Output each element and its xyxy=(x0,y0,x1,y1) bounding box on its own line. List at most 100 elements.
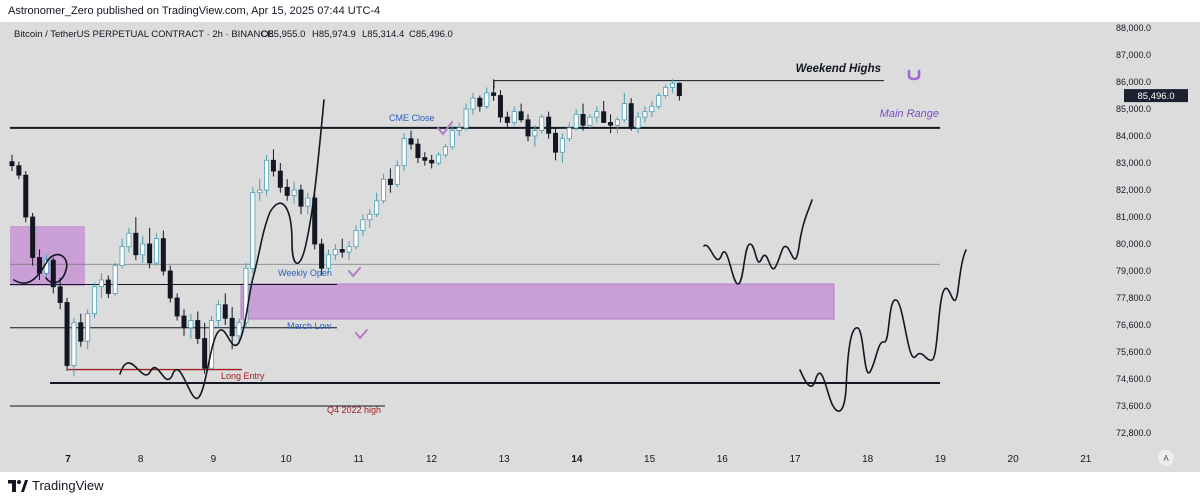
scribble-left xyxy=(13,253,68,284)
q4-2022-high-label: Q4 2022 high xyxy=(327,405,381,415)
weekly-open-label: Weekly Open xyxy=(278,268,332,278)
x-tick-label: 19 xyxy=(935,454,947,465)
candle-body xyxy=(16,165,22,176)
candle-body xyxy=(539,116,545,131)
y-tick-label: 79,000.0 xyxy=(1116,266,1151,276)
candle-body xyxy=(215,304,221,321)
candle-body xyxy=(401,138,407,167)
candle-body xyxy=(167,270,173,299)
candle-body xyxy=(64,302,70,366)
auto-scale-label[interactable]: A xyxy=(1163,454,1169,463)
candle-body xyxy=(174,297,180,317)
x-tick-label: 18 xyxy=(862,454,874,465)
candle-body xyxy=(126,232,132,248)
candle-body xyxy=(374,200,380,215)
candle-body xyxy=(449,130,455,148)
candle-body xyxy=(463,108,469,129)
ohlc-high: H85,974.9 xyxy=(312,29,356,40)
y-tick-label: 84,000.0 xyxy=(1116,131,1151,141)
publish-info: Astronomer_Zero published on TradingView… xyxy=(8,5,381,17)
candle-body xyxy=(188,320,194,329)
candle-body xyxy=(236,322,242,337)
candlesticks xyxy=(9,79,682,377)
auto-scale-button[interactable] xyxy=(1158,450,1174,466)
candle-body xyxy=(429,159,435,164)
candle-body xyxy=(436,154,442,164)
candle-body xyxy=(257,189,263,194)
scribble-right-lower xyxy=(799,249,967,412)
x-tick-label: 8 xyxy=(138,454,144,465)
x-tick-label: 12 xyxy=(426,454,438,465)
check-icon xyxy=(437,121,453,136)
candle-body xyxy=(332,248,338,256)
candle-body xyxy=(394,165,400,185)
time-axis: 7 8 9 10 11 12 13 14 15 16 17 18 19 20 21 xyxy=(65,454,1092,465)
tradingview-logo[interactable]: TradingView xyxy=(8,478,104,493)
y-tick-label: 87,000.0 xyxy=(1116,50,1151,60)
y-tick-label: 80,000.0 xyxy=(1116,239,1151,249)
candle-body xyxy=(587,116,593,126)
candle-body xyxy=(153,238,159,264)
check-icon xyxy=(348,267,361,278)
y-tick-label: 77,800.0 xyxy=(1116,293,1151,303)
candle-body xyxy=(608,122,614,126)
candle-body xyxy=(559,138,565,153)
candle-body xyxy=(133,232,139,256)
candle-body xyxy=(222,304,228,319)
candle-body xyxy=(566,127,572,140)
x-tick-label: 14 xyxy=(571,454,583,465)
candle-body xyxy=(243,267,249,324)
scribble-mid xyxy=(119,99,325,399)
x-tick-label: 17 xyxy=(789,454,801,465)
tradingview-logo-icon xyxy=(8,479,28,492)
candle-body xyxy=(601,111,607,123)
candle-body xyxy=(250,192,256,269)
candle-body xyxy=(353,230,359,248)
candle-body xyxy=(676,82,682,97)
price-chart[interactable]: 88,000.0 87,000.0 86,000.0 85,000.0 84,000.0… xyxy=(0,22,1200,472)
x-tick-label: 10 xyxy=(281,454,293,465)
candle-body xyxy=(71,322,77,366)
candle-body xyxy=(181,315,187,329)
candle-body xyxy=(360,219,366,231)
y-tick-label: 85,000.0 xyxy=(1116,104,1151,114)
candle-body xyxy=(663,87,669,96)
candle-body xyxy=(553,132,559,153)
ohlc-open: O85,955.0 xyxy=(261,29,305,40)
x-tick-label: 15 xyxy=(644,454,656,465)
candle-body xyxy=(367,213,373,221)
candle-body xyxy=(57,286,63,303)
y-tick-label: 72,800.0 xyxy=(1116,428,1151,438)
candle-body xyxy=(9,161,15,167)
x-tick-label: 11 xyxy=(354,454,365,465)
candle-body xyxy=(621,103,627,121)
candle-body xyxy=(23,174,29,218)
candle-body xyxy=(669,82,675,88)
candle-body xyxy=(119,246,125,266)
brand-name: TradingView xyxy=(32,478,104,493)
y-tick-label: 74,600.0 xyxy=(1116,374,1151,384)
candle-body xyxy=(408,138,414,145)
price-axis: 88,000.0 87,000.0 86,000.0 85,000.0 84,000.0… xyxy=(1116,23,1151,438)
x-tick-label: 20 xyxy=(1008,454,1020,465)
candle-body xyxy=(291,189,297,196)
candle-body xyxy=(580,114,586,126)
candle-body xyxy=(229,317,235,337)
candle-body xyxy=(305,197,311,207)
y-tick-label: 86,000.0 xyxy=(1116,77,1151,87)
candle-body xyxy=(614,119,620,126)
long-entry-label: Long Entry xyxy=(221,371,265,381)
scribble-right-upper xyxy=(703,199,813,285)
candle-body xyxy=(298,189,304,207)
checkmarks xyxy=(348,121,453,340)
candle-body xyxy=(525,119,531,137)
candle-body xyxy=(85,313,91,342)
candle-body xyxy=(270,159,276,172)
y-tick-label: 75,600.0 xyxy=(1116,347,1151,357)
candle-body xyxy=(497,95,503,118)
x-tick-label: 16 xyxy=(717,454,729,465)
publish-header: Astronomer_Zero published on TradingView… xyxy=(0,0,1200,22)
candle-body xyxy=(105,279,111,294)
y-tick-label: 88,000.0 xyxy=(1116,23,1151,33)
candle-body xyxy=(147,243,153,264)
